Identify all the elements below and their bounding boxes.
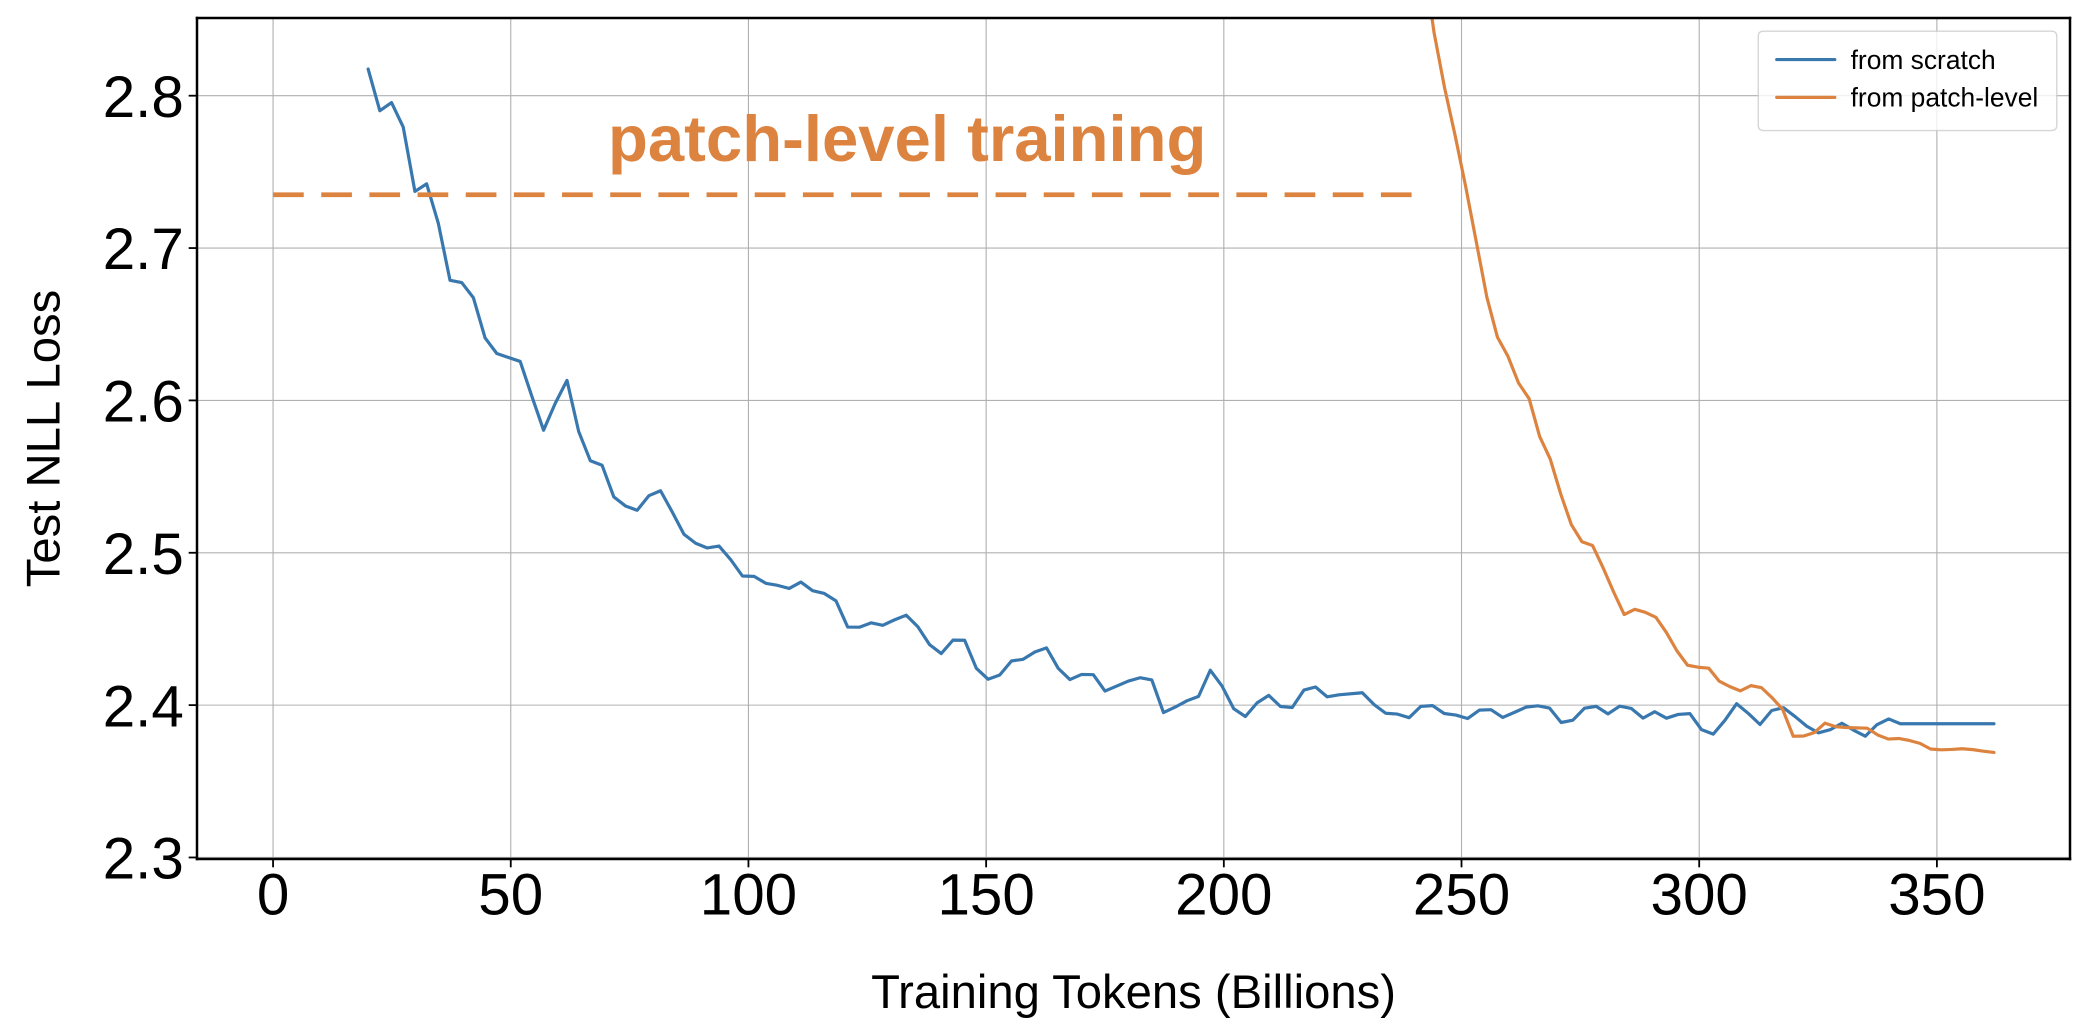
svg-text:100: 100 [700,862,797,927]
svg-text:from scratch: from scratch [1851,45,1996,75]
svg-text:2.3: 2.3 [103,827,184,892]
svg-text:2.6: 2.6 [103,370,184,435]
svg-text:2.5: 2.5 [103,522,184,587]
svg-text:Test NLL Loss: Test NLL Loss [18,290,71,587]
svg-text:250: 250 [1413,862,1510,927]
svg-text:from patch-level: from patch-level [1851,83,2039,113]
svg-text:300: 300 [1651,862,1748,927]
svg-text:Training Tokens (Billions): Training Tokens (Billions) [871,966,1396,1019]
svg-text:200: 200 [1175,862,1272,927]
svg-text:2.8: 2.8 [103,65,184,130]
svg-text:2.4: 2.4 [103,674,184,739]
svg-text:150: 150 [937,862,1034,927]
svg-text:patch-level training: patch-level training [608,102,1206,175]
svg-text:350: 350 [1888,862,1985,927]
svg-text:0: 0 [257,862,289,927]
svg-text:50: 50 [478,862,543,927]
svg-text:2.7: 2.7 [103,217,184,282]
